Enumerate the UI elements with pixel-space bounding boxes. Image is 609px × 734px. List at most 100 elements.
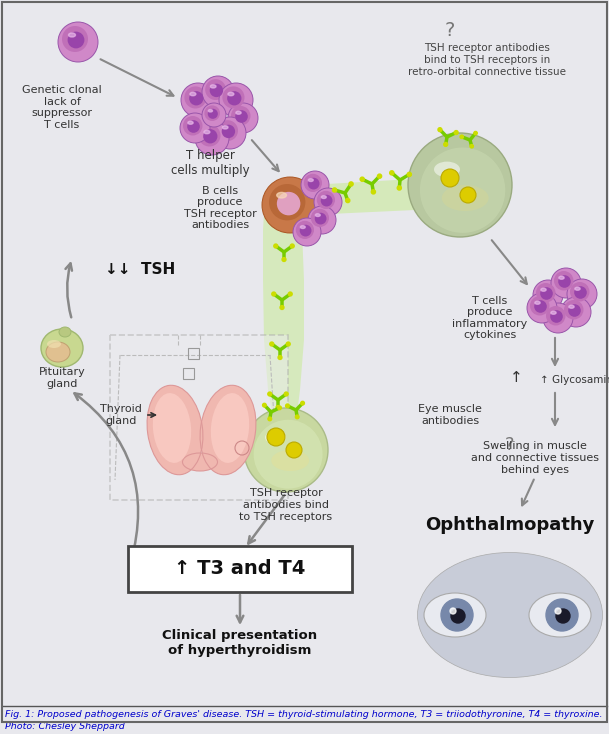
Circle shape	[228, 103, 258, 133]
Circle shape	[187, 120, 200, 133]
Ellipse shape	[529, 593, 591, 637]
Ellipse shape	[228, 92, 234, 95]
Circle shape	[272, 292, 276, 296]
Circle shape	[536, 283, 555, 302]
Circle shape	[540, 287, 553, 299]
Circle shape	[290, 244, 294, 248]
Circle shape	[311, 208, 329, 227]
Text: Fig. 1: Proposed pathogenesis of Graves' disease. TSH = thyroid-stimulating horm: Fig. 1: Proposed pathogenesis of Graves'…	[5, 710, 602, 719]
Text: Photo: Chesley Sheppard: Photo: Chesley Sheppard	[5, 722, 125, 731]
Ellipse shape	[147, 385, 203, 475]
Text: Eye muscle
antibodies: Eye muscle antibodies	[418, 404, 482, 426]
Circle shape	[420, 148, 505, 233]
Circle shape	[222, 125, 235, 138]
Circle shape	[284, 392, 288, 396]
Circle shape	[199, 124, 220, 147]
Ellipse shape	[271, 450, 309, 471]
Ellipse shape	[434, 161, 460, 177]
Ellipse shape	[541, 288, 546, 291]
Text: B cells
produce
TSH receptor
antibodies: B cells produce TSH receptor antibodies	[184, 186, 256, 230]
Circle shape	[444, 142, 448, 146]
Text: Clinical presentation
of hyperthyroidism: Clinical presentation of hyperthyroidism	[163, 629, 317, 657]
Circle shape	[568, 304, 581, 317]
Circle shape	[280, 305, 284, 310]
Ellipse shape	[575, 287, 580, 290]
FancyBboxPatch shape	[110, 335, 288, 500]
Circle shape	[267, 428, 285, 446]
Circle shape	[68, 32, 85, 48]
Circle shape	[296, 221, 314, 239]
Circle shape	[222, 87, 244, 109]
Circle shape	[333, 188, 337, 192]
Circle shape	[441, 599, 473, 631]
Circle shape	[217, 120, 238, 141]
Circle shape	[274, 244, 278, 248]
Ellipse shape	[211, 393, 249, 463]
Circle shape	[286, 404, 289, 407]
Circle shape	[371, 190, 376, 194]
Circle shape	[278, 355, 282, 360]
Circle shape	[189, 91, 203, 106]
Circle shape	[268, 417, 272, 421]
Text: Genetic clonal
lack of
suppressor
T cells: Genetic clonal lack of suppressor T cell…	[22, 85, 102, 130]
Circle shape	[58, 22, 98, 62]
Text: T helper
cells multiply: T helper cells multiply	[171, 149, 249, 177]
Circle shape	[202, 103, 226, 127]
Circle shape	[408, 133, 512, 237]
Circle shape	[288, 292, 292, 296]
Circle shape	[203, 129, 217, 143]
Circle shape	[277, 192, 300, 215]
Ellipse shape	[204, 131, 210, 134]
Circle shape	[205, 79, 226, 100]
Circle shape	[202, 76, 234, 108]
Circle shape	[551, 268, 581, 298]
Circle shape	[360, 177, 364, 181]
Circle shape	[304, 174, 322, 192]
Circle shape	[546, 599, 578, 631]
Circle shape	[301, 171, 329, 199]
Circle shape	[554, 271, 574, 291]
Ellipse shape	[190, 92, 196, 95]
Circle shape	[183, 116, 203, 136]
Circle shape	[470, 145, 473, 148]
Ellipse shape	[442, 185, 488, 211]
Circle shape	[454, 131, 458, 134]
Ellipse shape	[322, 196, 326, 198]
Circle shape	[438, 128, 442, 131]
Circle shape	[270, 342, 273, 346]
Circle shape	[293, 218, 321, 246]
Circle shape	[227, 91, 241, 106]
Circle shape	[558, 275, 571, 288]
Circle shape	[276, 406, 280, 410]
Ellipse shape	[424, 593, 486, 637]
Circle shape	[451, 609, 465, 623]
Circle shape	[295, 415, 299, 418]
Circle shape	[268, 392, 272, 396]
Text: ↑ T3 and T4: ↑ T3 and T4	[174, 559, 306, 578]
Circle shape	[214, 117, 246, 149]
Ellipse shape	[265, 431, 286, 443]
Circle shape	[397, 186, 401, 190]
Text: Thyroid
gland: Thyroid gland	[100, 404, 142, 426]
Ellipse shape	[200, 385, 256, 475]
Circle shape	[286, 342, 290, 346]
Circle shape	[407, 172, 412, 176]
Circle shape	[564, 300, 583, 319]
Ellipse shape	[68, 33, 76, 37]
Circle shape	[567, 279, 597, 309]
Circle shape	[219, 83, 253, 117]
Circle shape	[269, 184, 305, 220]
Circle shape	[533, 280, 563, 310]
Circle shape	[185, 87, 206, 109]
Text: ↓↓  TSH: ↓↓ TSH	[105, 263, 175, 277]
Ellipse shape	[569, 305, 574, 308]
Text: ↑ Glycosaminoglycans: ↑ Glycosaminoglycans	[540, 375, 609, 385]
Ellipse shape	[46, 342, 70, 362]
Circle shape	[208, 109, 218, 119]
Circle shape	[262, 403, 266, 407]
Circle shape	[314, 188, 342, 216]
Ellipse shape	[183, 453, 217, 471]
Circle shape	[209, 84, 223, 97]
Circle shape	[195, 121, 229, 155]
Text: Pituitary
gland: Pituitary gland	[38, 367, 85, 389]
